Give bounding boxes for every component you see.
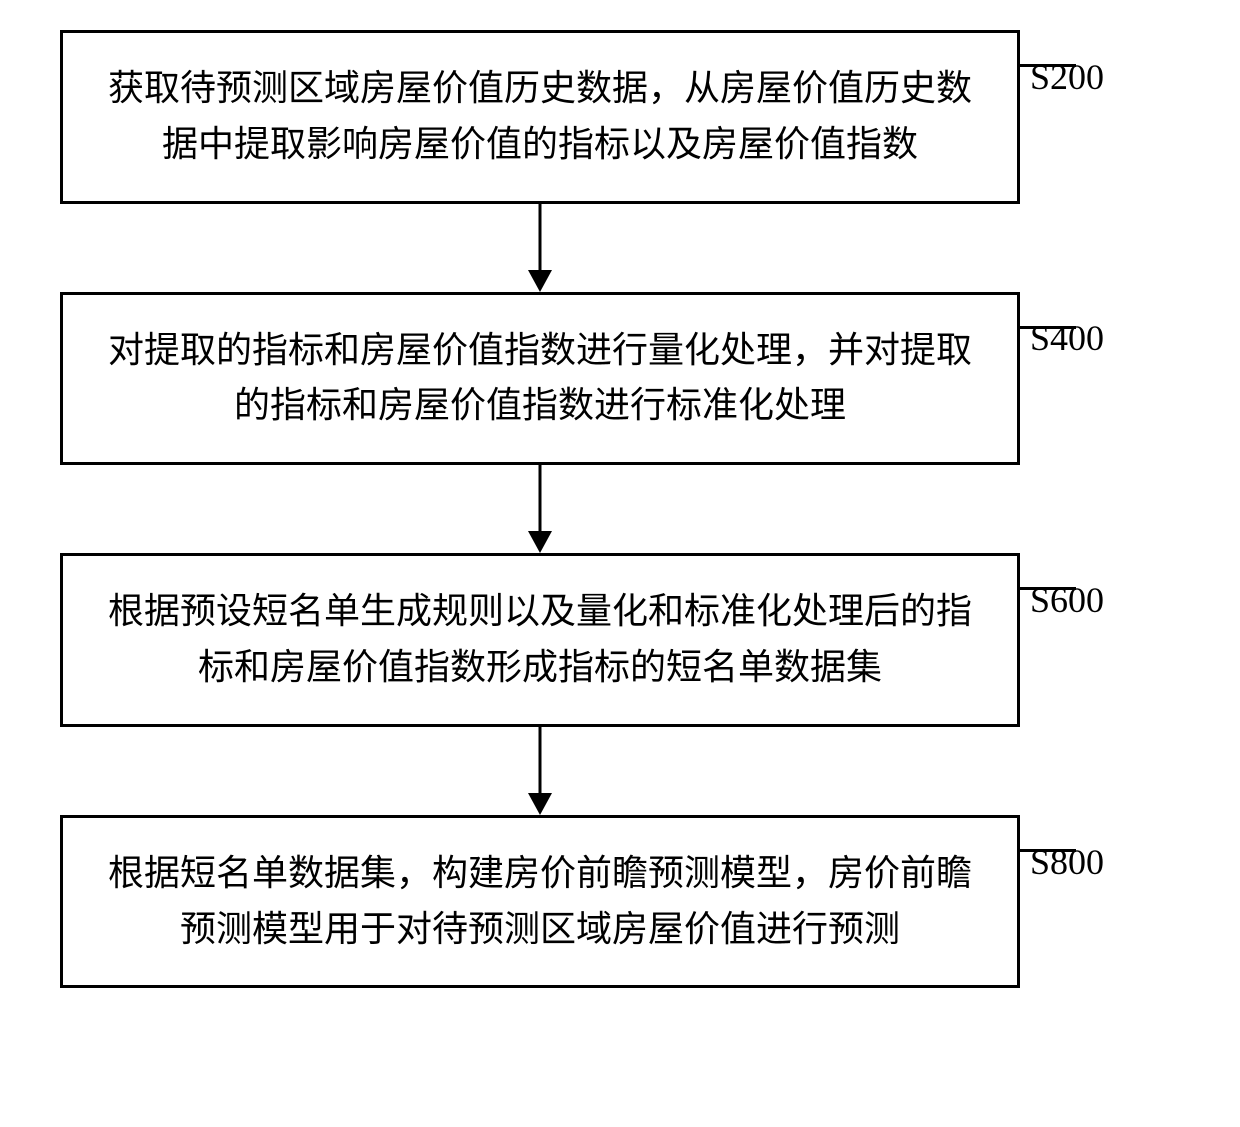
flow-arrow [60, 465, 1020, 553]
flow-arrow [60, 204, 1020, 292]
step-text: 对提取的指标和房屋价值指数进行量化处理，并对提取的指标和房屋价值指数进行标准化处… [93, 323, 987, 435]
step-box: 对提取的指标和房屋价值指数进行量化处理，并对提取的指标和房屋价值指数进行标准化处… [60, 292, 1020, 466]
step-box: 根据短名单数据集，构建房价前瞻预测模型，房价前瞻预测模型用于对待预测区域房屋价值… [60, 815, 1020, 989]
flow-step-s800: 根据短名单数据集，构建房价前瞻预测模型，房价前瞻预测模型用于对待预测区域房屋价值… [60, 815, 1180, 989]
step-label: S400 [1030, 317, 1104, 359]
flow-step-s400: 对提取的指标和房屋价值指数进行量化处理，并对提取的指标和房屋价值指数进行标准化处… [60, 292, 1180, 466]
step-label: S800 [1030, 841, 1104, 883]
flow-arrow [60, 727, 1020, 815]
step-text: 根据短名单数据集，构建房价前瞻预测模型，房价前瞻预测模型用于对待预测区域房屋价值… [93, 846, 987, 958]
step-text: 获取待预测区域房屋价值历史数据，从房屋价值历史数据中提取影响房屋价值的指标以及房… [93, 61, 987, 173]
step-box: 根据预设短名单生成规则以及量化和标准化处理后的指标和房屋价值指数形成指标的短名单… [60, 553, 1020, 727]
step-text: 根据预设短名单生成规则以及量化和标准化处理后的指标和房屋价值指数形成指标的短名单… [93, 584, 987, 696]
step-label: S200 [1030, 56, 1104, 98]
flow-step-s200: 获取待预测区域房屋价值历史数据，从房屋价值历史数据中提取影响房屋价值的指标以及房… [60, 30, 1180, 204]
flowchart-container: 获取待预测区域房屋价值历史数据，从房屋价值历史数据中提取影响房屋价值的指标以及房… [60, 30, 1180, 988]
step-label: S600 [1030, 579, 1104, 621]
step-box: 获取待预测区域房屋价值历史数据，从房屋价值历史数据中提取影响房屋价值的指标以及房… [60, 30, 1020, 204]
flow-step-s600: 根据预设短名单生成规则以及量化和标准化处理后的指标和房屋价值指数形成指标的短名单… [60, 553, 1180, 727]
